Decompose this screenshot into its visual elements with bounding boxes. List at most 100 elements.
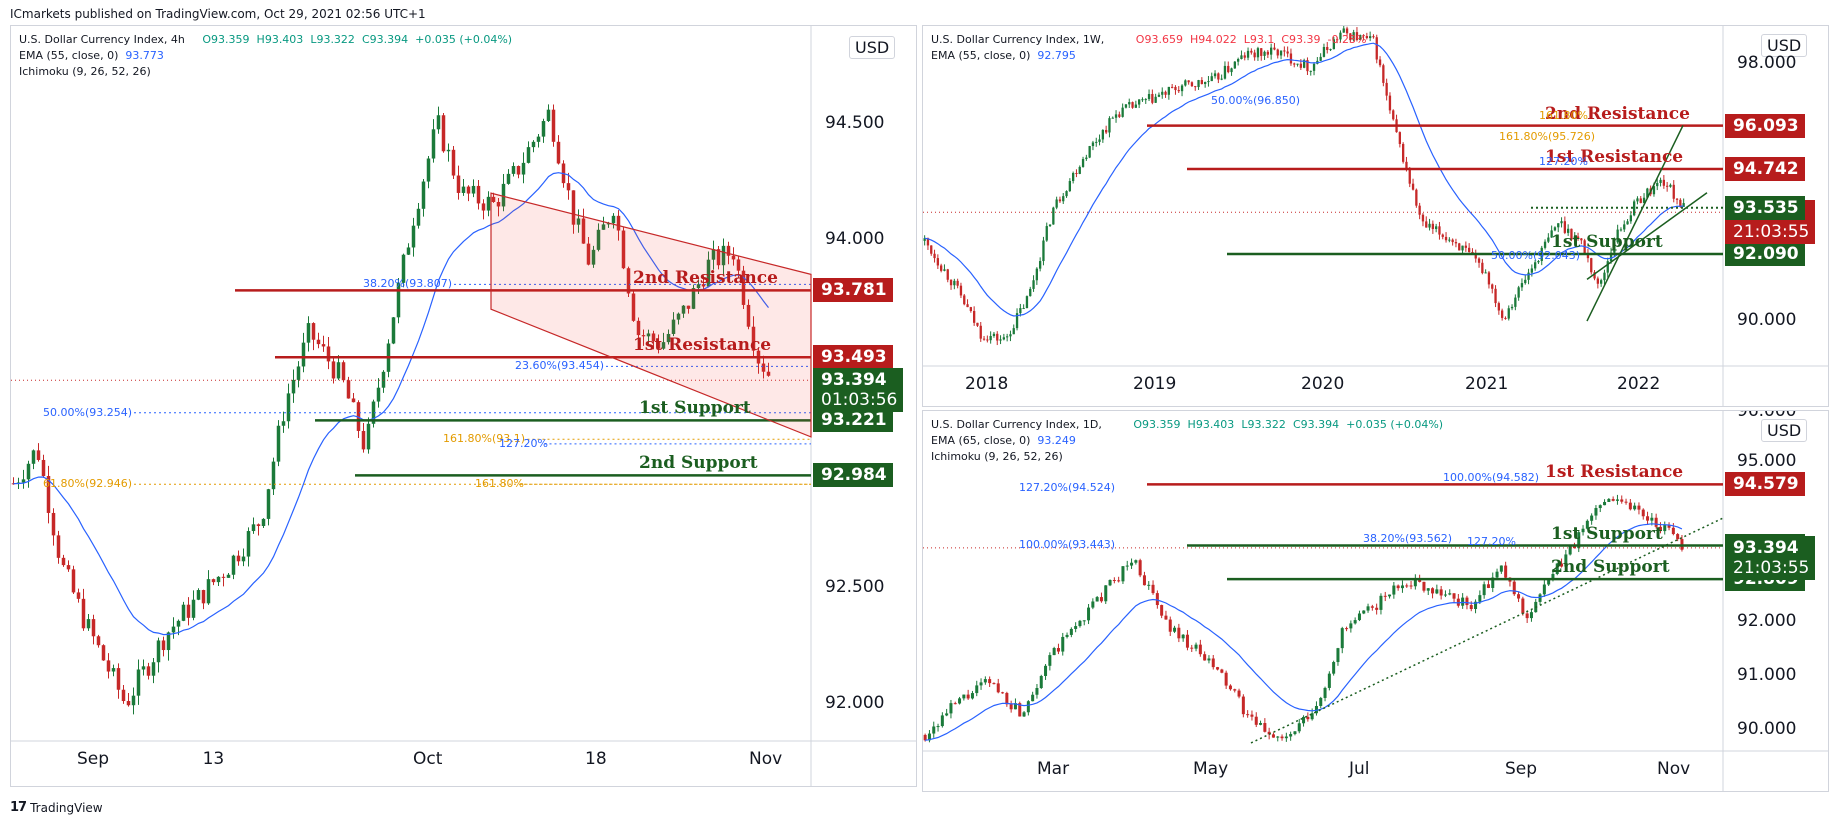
candle xyxy=(441,115,446,152)
candle xyxy=(496,201,501,207)
fib-label: 127.20% xyxy=(1467,535,1516,549)
chart-panel-1w[interactable]: U.S. Dollar Currency Index, 1W, O93.659 … xyxy=(922,25,1829,407)
candle xyxy=(1326,46,1329,51)
candle xyxy=(1167,86,1171,95)
candle xyxy=(1599,280,1603,284)
candle xyxy=(1611,498,1615,501)
currency-button-1w[interactable]: USD xyxy=(1761,34,1808,57)
candle xyxy=(446,149,451,152)
candle xyxy=(601,224,606,230)
chart-svg-1d[interactable] xyxy=(923,411,1828,791)
candle xyxy=(989,335,992,341)
x-tick-label: Nov xyxy=(749,749,783,769)
candle xyxy=(1620,499,1624,502)
candle xyxy=(611,215,616,224)
candle xyxy=(456,175,461,193)
candle xyxy=(581,218,586,244)
candle xyxy=(146,666,151,676)
candle xyxy=(1022,712,1026,717)
current-price-tag: 93.394 01:03:56 xyxy=(813,368,904,413)
candle xyxy=(1594,508,1598,516)
candle xyxy=(1065,191,1068,197)
candle xyxy=(481,203,486,211)
candle xyxy=(461,186,466,193)
candle xyxy=(1349,33,1352,41)
candle xyxy=(1227,65,1230,73)
level-price-tag: 94.742 xyxy=(1725,156,1805,181)
candle xyxy=(131,695,136,706)
ema-line xyxy=(924,42,1684,317)
candle xyxy=(1646,188,1649,198)
level-label: 1st Resistance xyxy=(1545,146,1684,167)
candle xyxy=(1283,50,1286,52)
candle xyxy=(626,268,631,294)
candle xyxy=(1250,50,1253,53)
candle xyxy=(1411,183,1415,190)
candle xyxy=(1662,179,1666,186)
candle xyxy=(161,640,166,651)
current-price-tag: 93.394 21:03:55 xyxy=(1725,535,1816,580)
chart-panel-1d[interactable]: U.S. Dollar Currency Index, 1D, O93.359 … xyxy=(922,410,1829,792)
candle xyxy=(326,346,331,362)
candle xyxy=(1650,517,1654,521)
candle xyxy=(1082,620,1086,622)
candle xyxy=(1525,613,1529,619)
candle xyxy=(331,361,336,379)
chart-svg-1w[interactable] xyxy=(923,26,1828,406)
candle xyxy=(1131,102,1134,108)
candle xyxy=(1246,50,1250,58)
current-price-value: 93.394 xyxy=(821,370,887,391)
candle xyxy=(171,626,176,633)
candle xyxy=(1553,227,1557,231)
level-label: 1st Support xyxy=(1551,232,1663,253)
candle xyxy=(1332,662,1336,674)
currency-button-1d[interactable]: USD xyxy=(1761,419,1808,442)
candle xyxy=(933,253,936,259)
candle xyxy=(1335,39,1339,41)
candle xyxy=(1560,221,1563,224)
fib-label: 50.00%(96.850) xyxy=(1211,94,1301,108)
candle xyxy=(36,450,41,460)
fib-label: 50.00%(93.254) xyxy=(43,405,133,419)
candle xyxy=(1667,525,1671,528)
chart-panel-4h[interactable]: U.S. Dollar Currency Index, 4h O93.359 H… xyxy=(10,25,917,787)
candle xyxy=(1434,226,1438,230)
candle xyxy=(1267,731,1271,735)
y-tick-label: 94.500 xyxy=(825,112,885,133)
candle xyxy=(306,323,311,343)
candle xyxy=(1035,268,1039,281)
candle xyxy=(1087,607,1091,621)
candle xyxy=(1147,93,1151,100)
candle xyxy=(972,310,976,323)
candle xyxy=(1439,589,1443,596)
candle xyxy=(1431,223,1435,230)
candle xyxy=(156,640,161,663)
candle xyxy=(1469,605,1473,610)
candle xyxy=(1385,82,1388,96)
candle xyxy=(1128,102,1131,105)
candle xyxy=(943,269,946,271)
x-tick-label: Jul xyxy=(1349,759,1370,779)
candle xyxy=(1312,63,1316,71)
candle xyxy=(1606,261,1609,273)
candle xyxy=(276,425,281,462)
candle xyxy=(336,362,341,379)
y-tick-label: 92.000 xyxy=(825,692,885,713)
candle xyxy=(606,223,611,225)
candle xyxy=(1577,532,1581,549)
candle xyxy=(1001,692,1005,694)
candle xyxy=(596,229,601,250)
publish-header: ICmarkets published on TradingView.com, … xyxy=(10,7,426,21)
candle xyxy=(1366,606,1370,611)
candle xyxy=(1616,229,1619,243)
chart-svg-4h[interactable] xyxy=(11,26,916,786)
candle xyxy=(376,387,381,402)
level-price-tag: 96.093 xyxy=(1725,113,1805,138)
chart-legend-1d: U.S. Dollar Currency Index, 1D, O93.359 … xyxy=(931,418,1444,463)
candle xyxy=(1273,47,1276,50)
candle xyxy=(1512,581,1516,595)
x-tick-label: May xyxy=(1193,759,1229,779)
candle xyxy=(1114,114,1118,118)
currency-button-4h[interactable]: USD xyxy=(849,36,896,59)
candle xyxy=(946,269,949,280)
